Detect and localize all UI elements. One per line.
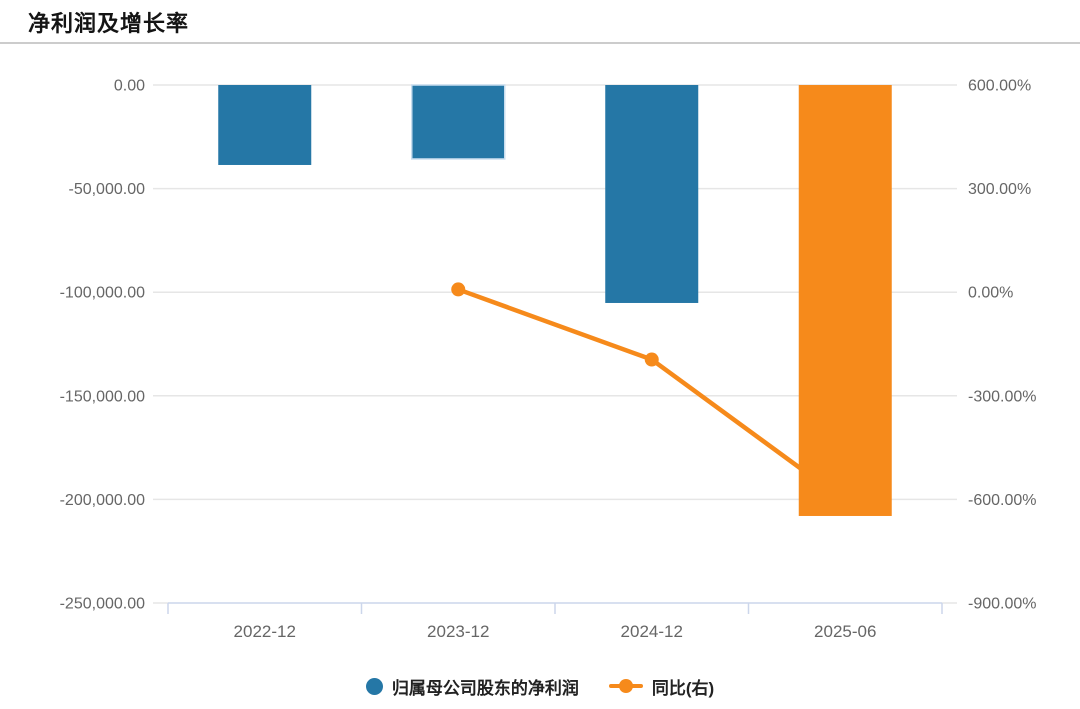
chart-legend: 归属母公司股东的净利润 同比(右) [0,669,1080,703]
legend-label: 归属母公司股东的净利润 [391,678,579,698]
bar-2024-12[interactable] [605,85,699,303]
legend-dot-icon [618,679,633,693]
bar-2022-12[interactable] [218,85,312,165]
yoy-line-marker[interactable] [644,352,659,367]
yoy-line-marker[interactable] [451,282,466,297]
y-axis-left-label: -200,000.00 [60,492,146,509]
y-axis-right-label: 0.00% [968,285,1013,302]
y-axis-right-label: -300.00% [968,388,1037,405]
y-axis-left-label: -150,000.00 [60,388,146,405]
y-axis-left-label: -100,000.00 [60,285,146,302]
y-axis-right-label: -900.00% [968,596,1037,613]
bar-2025-06[interactable] [798,85,892,516]
x-axis-label: 2025-06 [814,622,876,641]
legend-item-net-profit[interactable]: 归属母公司股东的净利润 [365,674,579,699]
legend-line-dot-icon [608,678,643,694]
legend-item-yoy[interactable]: 同比(右) [608,674,715,699]
y-axis-right-label: 600.00% [968,78,1031,95]
y-axis-right-label: -600.00% [968,492,1037,509]
combo-chart: 0.00 -50,000.00 -100,000.00 -150,000.00 -200… [60,78,1037,642]
title-divider [0,42,1080,44]
x-axis-label: 2022-12 [234,622,296,641]
x-axis-label: 2023-12 [427,622,489,641]
legend-circle-icon [365,677,383,695]
x-axis-label: 2024-12 [621,622,683,641]
bar-2023-12[interactable] [411,84,506,160]
y-axis-left-label: -50,000.00 [68,181,145,198]
y-axis-right-label: 300.00% [968,181,1031,198]
legend-label: 同比(右) [651,678,715,698]
page-title: 净利润及增长率 [28,11,190,36]
y-axis-left-label: -250,000.00 [60,596,146,613]
y-axis-left-label: 0.00 [114,78,145,95]
